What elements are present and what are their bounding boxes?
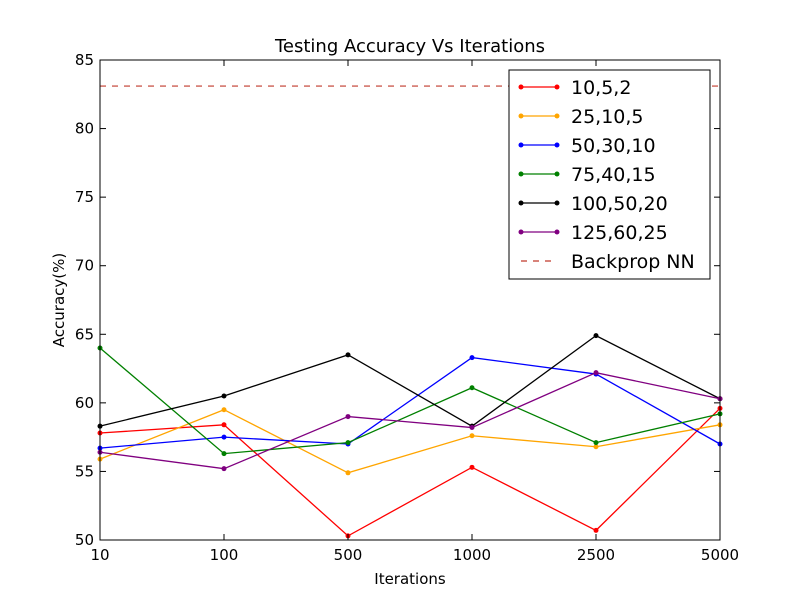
legend-label: Backprop NN — [571, 251, 695, 273]
legend-label: 75,40,15 — [571, 164, 656, 186]
x-axis-label: Iterations — [374, 570, 446, 588]
x-tick-label: 100 — [210, 546, 239, 564]
x-tick-label: 500 — [334, 546, 363, 564]
legend-marker — [518, 171, 524, 177]
legend-marker — [554, 84, 560, 90]
y-tick-label: 80 — [75, 120, 94, 138]
x-tick-label: 2500 — [577, 546, 615, 564]
legend-label: 25,10,5 — [571, 106, 644, 128]
legend-marker — [518, 113, 524, 119]
legend-marker — [518, 229, 524, 235]
legend-marker — [554, 113, 560, 119]
data-point — [345, 414, 351, 420]
legend-marker — [554, 229, 560, 235]
data-point — [221, 422, 227, 428]
legend-label: 50,30,10 — [571, 135, 656, 157]
series-line — [99, 334, 721, 427]
legend-marker — [554, 200, 560, 206]
y-tick-label: 70 — [75, 257, 94, 275]
y-axis-label: Accuracy(%) — [50, 253, 68, 347]
data-point — [221, 393, 227, 399]
y-tick-label: 65 — [75, 325, 94, 343]
data-point — [221, 434, 227, 440]
chart-title: Testing Accuracy Vs Iterations — [274, 36, 545, 57]
y-tick-label: 55 — [75, 462, 94, 480]
legend-marker — [554, 142, 560, 148]
data-point — [469, 385, 475, 391]
plot-frame — [99, 59, 721, 541]
series-line — [99, 372, 721, 470]
legend-marker — [518, 142, 524, 148]
series-line — [99, 409, 721, 474]
legend-marker — [554, 171, 560, 177]
data-point — [221, 451, 227, 457]
data-point — [593, 527, 599, 533]
data-point — [345, 352, 351, 358]
y-tick-label: 85 — [75, 51, 94, 69]
data-point — [469, 425, 475, 431]
y-tick-label: 75 — [75, 188, 94, 206]
y-tick-label: 50 — [75, 531, 94, 549]
x-tick-label: 1000 — [453, 546, 491, 564]
data-point — [469, 433, 475, 439]
data-point — [593, 440, 599, 446]
x-tick-label: 10 — [90, 546, 109, 564]
legend-label: 10,5,2 — [571, 77, 631, 99]
legend-label: 100,50,20 — [571, 193, 668, 215]
series-line — [99, 347, 721, 455]
data-point — [221, 466, 227, 472]
data-point — [345, 440, 351, 446]
series-line — [99, 356, 721, 449]
y-tick-label: 60 — [75, 394, 94, 412]
data-point — [469, 464, 475, 470]
data-point — [593, 444, 599, 450]
data-point — [593, 333, 599, 339]
data-point — [469, 355, 475, 361]
series-line — [99, 407, 721, 537]
data-point — [221, 407, 227, 413]
data-point — [593, 370, 599, 376]
x-tick-label: 5000 — [701, 546, 739, 564]
data-point — [345, 470, 351, 476]
legend-marker — [518, 84, 524, 90]
legend-marker — [518, 200, 524, 206]
legend-label: 125,60,25 — [571, 222, 668, 244]
